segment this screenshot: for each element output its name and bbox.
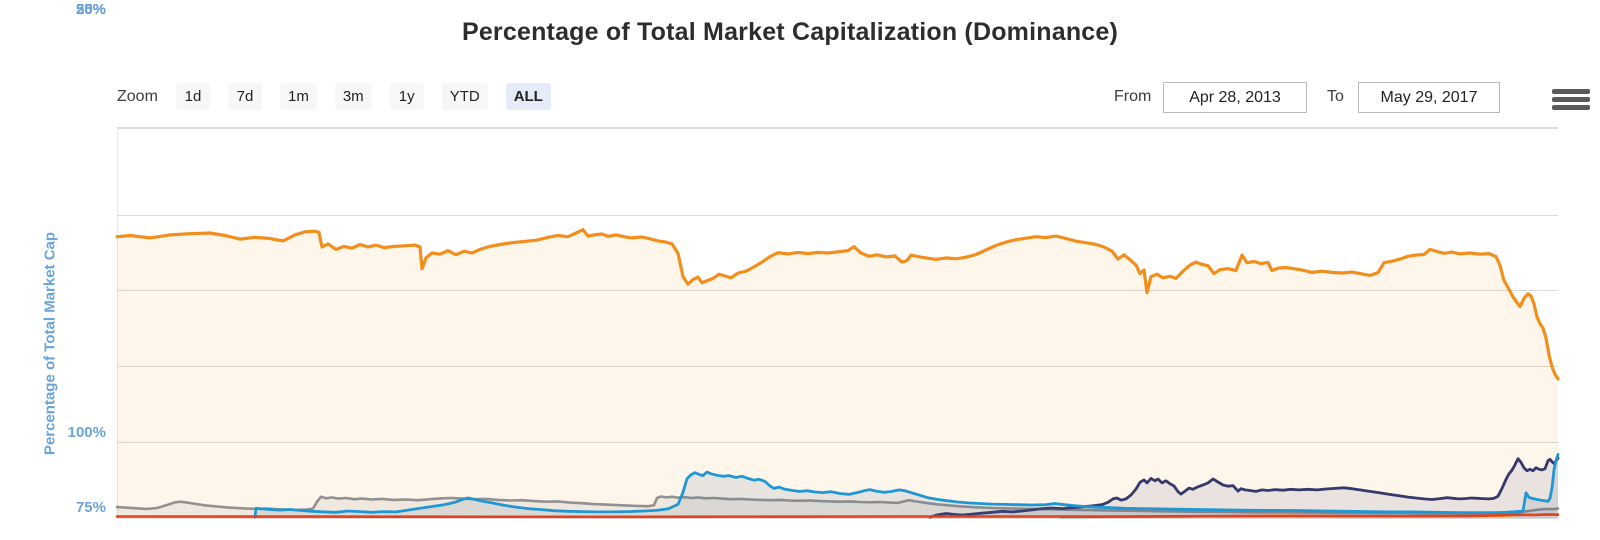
series-line-gray-ltc: [115, 495, 1560, 516]
zoom-button-3m[interactable]: 3m: [334, 83, 372, 110]
zoom-range-label: Zoom: [117, 88, 158, 105]
zoom-buttons: 1d 7d 1m 3m 1y YTD ALL: [176, 83, 551, 110]
series-line-red-others: [115, 513, 1560, 519]
gridline-75: [117, 290, 1558, 291]
page-title: Percentage of Total Market Capitalizatio…: [461, 18, 1119, 46]
zoom-button-all[interactable]: ALL: [505, 83, 551, 110]
to-date-input[interactable]: [1358, 82, 1500, 113]
y-tick-0: 0%: [84, 1, 106, 18]
series-line-orange-btc: [115, 228, 1560, 381]
y-tick-100: 100%: [67, 424, 106, 441]
y-axis-line: [117, 128, 118, 518]
zoom-button-1y[interactable]: 1y: [389, 83, 424, 110]
gridline-25: [117, 442, 1558, 443]
zoom-button-ytd[interactable]: YTD: [441, 83, 488, 110]
from-label: From: [1114, 88, 1152, 105]
menu-bar: [1552, 97, 1590, 102]
hamburger-menu-icon[interactable]: [1552, 89, 1590, 113]
y-tick-25: 25%: [75, 1, 106, 18]
y-tick-75: 75%: [75, 499, 106, 516]
zoom-button-1m[interactable]: 1m: [280, 83, 317, 110]
series-fill-navy-eth: [930, 458, 1558, 518]
y-tick-50: 50%: [75, 1, 106, 18]
gridline-50: [117, 366, 1558, 367]
series-line-blue-xrp: [253, 453, 1560, 519]
menu-bar: [1552, 89, 1590, 94]
to-label: To: [1327, 88, 1344, 105]
zoom-button-1d[interactable]: 1d: [176, 83, 210, 110]
plot-top-border: [117, 127, 1558, 129]
series-line-navy-eth: [928, 456, 1560, 519]
menu-bar: [1552, 105, 1590, 110]
gridline-100: [117, 215, 1558, 216]
zoom-button-7d[interactable]: 7d: [228, 83, 262, 110]
from-date-input[interactable]: [1163, 82, 1307, 113]
gridline-0: [117, 518, 1558, 519]
series-fill-orange-btc: [117, 229, 1558, 518]
